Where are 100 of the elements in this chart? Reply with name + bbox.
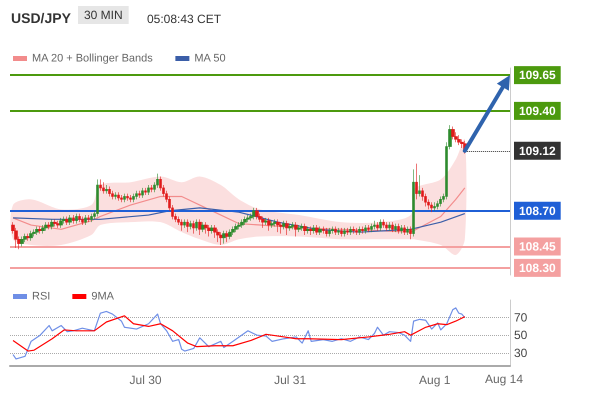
candlestick	[294, 222, 298, 237]
candlestick	[288, 223, 292, 232]
candlestick	[78, 213, 81, 222]
candlestick	[26, 233, 30, 242]
candlestick	[156, 173, 159, 188]
candlestick	[87, 214, 90, 222]
y-tick-label: 108.45	[519, 239, 556, 254]
candlestick	[105, 184, 108, 194]
candlestick	[418, 174, 421, 197]
candlestick	[35, 226, 39, 236]
x-tick-label: Jul 30	[130, 373, 162, 387]
candlestick	[303, 223, 307, 236]
candlestick	[352, 226, 355, 234]
candlestick	[309, 226, 313, 236]
candlestick	[415, 163, 418, 200]
candlestick	[219, 232, 223, 246]
candlestick	[180, 219, 183, 232]
candlestick	[261, 216, 265, 228]
candlestick	[355, 228, 358, 236]
candlestick	[325, 228, 328, 237]
legend-label: MA 20 + Bollinger Bands	[32, 52, 154, 64]
y-tick-label: 108.70	[519, 204, 556, 218]
legend-label: RSI	[32, 290, 50, 302]
candlestick	[117, 192, 120, 202]
candlestick	[204, 222, 208, 234]
candlestick	[111, 190, 114, 200]
candlestick	[72, 214, 75, 224]
candlestick	[20, 236, 24, 247]
candlestick	[68, 214, 72, 226]
candlestick	[358, 226, 361, 236]
candlestick	[403, 224, 406, 236]
candlestick	[201, 222, 205, 232]
candlestick	[192, 220, 195, 234]
candlestick	[225, 230, 229, 242]
candlestick	[216, 229, 220, 242]
y-tick-label: 109.65	[519, 68, 556, 82]
candlestick	[231, 226, 235, 236]
candlestick	[340, 228, 343, 237]
candlestick	[62, 216, 66, 224]
candlestick	[213, 224, 217, 238]
candlestick	[114, 192, 117, 200]
candlestick	[81, 216, 84, 226]
candlestick	[29, 230, 33, 242]
x-tick-label: Aug 1	[419, 373, 451, 387]
candlestick	[252, 208, 256, 220]
candlestick	[394, 223, 397, 232]
candlestick	[312, 224, 316, 234]
candlestick	[436, 200, 439, 210]
candlestick	[144, 188, 147, 196]
candlestick	[198, 219, 202, 236]
x-tick-label: Jul 31	[274, 373, 306, 387]
y-tick-label: 108.30	[519, 260, 556, 275]
candlestick	[318, 226, 322, 236]
candlestick	[183, 219, 186, 228]
candlestick	[108, 186, 111, 197]
candlestick	[367, 224, 370, 232]
candlestick	[123, 193, 126, 202]
candlestick	[141, 188, 144, 198]
candlestick	[207, 224, 211, 237]
candlestick	[291, 222, 295, 230]
candlestick	[150, 184, 153, 192]
y-tick-label: 109.40	[519, 104, 556, 118]
candlestick	[75, 213, 78, 224]
candlestick	[189, 220, 192, 230]
candlestick	[382, 219, 385, 228]
candlestick	[349, 226, 352, 236]
candlestick	[285, 220, 289, 236]
candlestick	[56, 220, 60, 228]
candlestick	[53, 219, 57, 227]
candlestick	[306, 226, 310, 234]
candlestick	[412, 169, 415, 237]
candlestick	[388, 222, 391, 232]
candlestick	[129, 194, 132, 202]
candlestick	[243, 216, 247, 226]
candlestick	[439, 196, 442, 207]
candlestick	[234, 223, 238, 232]
candlestick	[376, 222, 379, 232]
candlestick	[346, 228, 349, 236]
candlestick	[38, 226, 42, 234]
candlestick	[315, 224, 319, 236]
candlestick	[135, 190, 138, 200]
candlestick	[400, 224, 403, 234]
candlestick	[96, 179, 99, 217]
candlestick	[126, 193, 129, 202]
candlestick	[373, 220, 376, 230]
candlestick	[385, 222, 388, 232]
candlestick	[32, 229, 36, 237]
candlestick	[84, 214, 87, 226]
candlestick	[361, 226, 364, 234]
candlestick	[322, 226, 325, 234]
candlestick	[255, 208, 259, 220]
candlestick	[59, 218, 63, 228]
chart-title: USD/JPY	[11, 10, 72, 26]
candlestick	[102, 182, 105, 194]
candlestick	[364, 224, 367, 234]
candlestick	[334, 226, 337, 236]
candlestick	[228, 229, 232, 240]
candlestick	[451, 126, 455, 140]
chart-subtitle: 30 MIN	[84, 8, 123, 22]
candlestick	[270, 220, 274, 228]
